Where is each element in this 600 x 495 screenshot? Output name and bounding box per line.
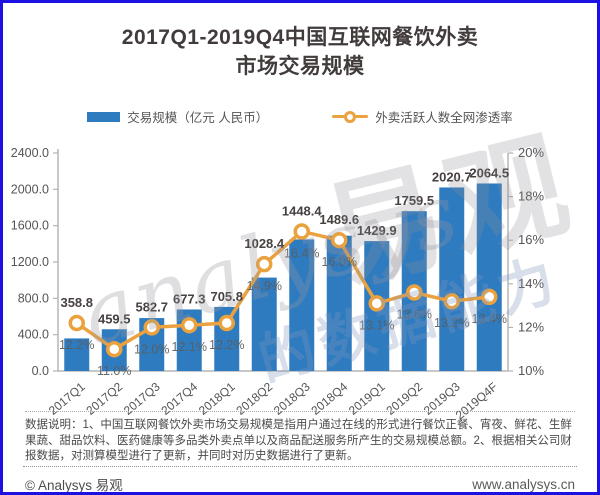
point-2017Q3 (143, 319, 160, 336)
left-axis-label: 2400.0 (11, 146, 49, 160)
pct-label-2018Q4: 16.0% (322, 255, 357, 269)
legend-item-bar: 交易规模（亿元 人民币） (87, 107, 268, 126)
pct-label-2018Q2: 14.9% (247, 279, 282, 293)
legend-bar-label: 交易规模（亿元 人民币） (127, 111, 269, 125)
value-label-2017Q1: 358.8 (60, 295, 93, 310)
point-2018Q3 (293, 223, 310, 240)
bar-2019Q4F (476, 183, 502, 371)
value-label-2019Q1: 1429.9 (357, 223, 397, 238)
point-2017Q4 (181, 316, 198, 334)
point-2017Q1 (68, 314, 85, 332)
left-axis-label: 1200.0 (11, 255, 49, 269)
pct-label-2019Q1: 13.1% (359, 318, 394, 332)
point-2018Q4 (331, 231, 348, 249)
point-2018Q1 (218, 314, 235, 332)
point-2019Q1 (368, 295, 385, 312)
website-text: www.analysys.cn (472, 476, 575, 492)
value-label-2018Q4: 1489.6 (319, 212, 359, 227)
pct-label-2017Q2: 11.0% (97, 364, 132, 378)
right-axis-label: 12% (518, 319, 544, 334)
pct-label-2017Q1: 12.2% (59, 338, 94, 352)
chart-title: 2017Q1-2019Q4中国互联网餐饮外卖 市场交易规模 (3, 23, 597, 81)
point-2018Q2 (256, 255, 273, 273)
value-label-2018Q3: 1448.4 (282, 203, 323, 218)
left-axis-label: 800.0 (18, 291, 49, 305)
left-axis-label: 2000.0 (11, 182, 49, 196)
pct-label-2019Q3: 13.2% (434, 316, 469, 330)
legend: 交易规模（亿元 人民币） 外卖活跃人数全网渗透率 (3, 107, 597, 126)
bar-2017Q1 (64, 338, 90, 371)
chart-canvas: 0.0 400.0 800.0 1200.0 1600.0 2000.0 2400.0 10%… (11, 145, 545, 422)
legend-line-label: 外卖活跃人数全网渗透率 (375, 111, 513, 125)
pct-label-2019Q2: 13.6% (397, 308, 432, 322)
footer: © Analysys 易观 www.analysys.cn (25, 474, 575, 493)
pct-label-2019Q4F: 13.4% (472, 312, 507, 326)
copyright-text: © Analysys 易观 (25, 478, 123, 493)
chart-title-line2: 市场交易规模 (235, 55, 365, 78)
value-label-2017Q3: 582.7 (135, 299, 168, 314)
bar-2018Q3 (289, 239, 315, 371)
value-label-2018Q1: 705.8 (210, 289, 243, 304)
pct-label-2018Q1: 12.2% (209, 338, 244, 352)
point-2017Q2 (106, 340, 123, 358)
pct-label-2017Q4: 12.1% (172, 340, 207, 354)
pct-label-2018Q3: 16.4% (284, 246, 319, 260)
footer-divider (23, 466, 577, 467)
value-label-2017Q2: 459.5 (98, 311, 131, 326)
value-label-2018Q2: 1028.4 (244, 236, 285, 251)
data-note: 数据说明：1、中国互联网餐饮外卖市场交易规模是指用户通过在线的形式进行餐饮正餐、… (25, 411, 575, 465)
legend-item-line: 外卖活跃人数全网渗透率 (332, 107, 513, 126)
right-axis-label: 10% (518, 363, 544, 378)
right-axis-label: 14% (518, 276, 544, 291)
value-label-2019Q2: 1759.5 (394, 193, 434, 208)
right-axis-label: 20% (518, 145, 544, 160)
point-2019Q2 (406, 284, 423, 301)
bar-swatch-icon (87, 111, 121, 122)
right-axis-label: 16% (518, 232, 544, 247)
point-2019Q4F (481, 288, 498, 306)
value-label-2017Q4: 677.3 (173, 291, 206, 306)
bar-2019Q3 (439, 187, 465, 371)
left-axis-label: 400.0 (18, 328, 49, 342)
value-label-2019Q3: 2020.7 (432, 169, 472, 184)
line-marker-icon (332, 110, 369, 123)
point-2019Q3 (443, 292, 460, 310)
bar-2018Q2 (251, 277, 277, 371)
bar-2018Q4 (326, 235, 352, 371)
left-axis-label: 1600.0 (11, 219, 49, 233)
left-axis-label: 0.0 (32, 364, 49, 378)
right-axis-label: 18% (518, 189, 544, 204)
pct-label-2017Q3: 12.0% (134, 342, 169, 356)
value-label-2019Q4F: 2064.5 (469, 165, 509, 180)
chart-title-line1: 2017Q1-2019Q4中国互联网餐饮外卖 (121, 26, 479, 49)
